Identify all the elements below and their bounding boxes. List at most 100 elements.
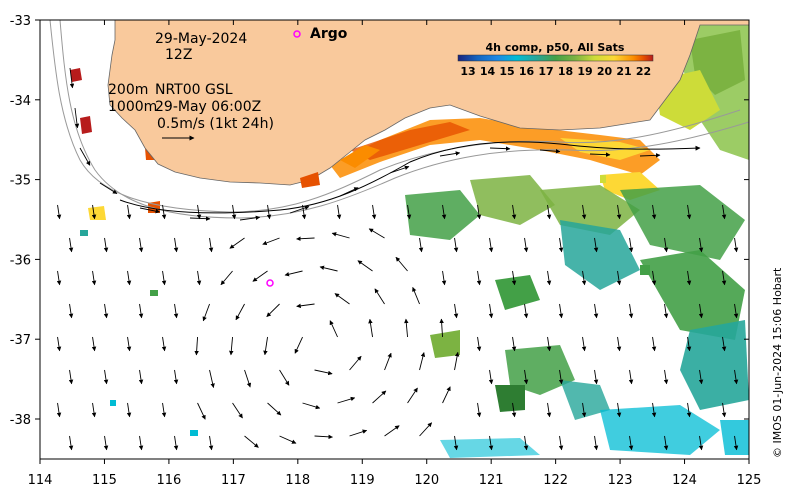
current-vector	[161, 270, 167, 286]
current-vector	[663, 435, 669, 451]
current-vector	[546, 204, 552, 220]
current-vector	[511, 402, 517, 418]
current-vector	[231, 204, 237, 220]
current-vector	[284, 270, 303, 277]
y-tick-label: -34	[10, 94, 31, 109]
current-vector	[628, 237, 634, 253]
current-vector	[616, 402, 622, 418]
depth-1000-label: 1000m	[108, 99, 157, 115]
current-vector	[546, 402, 552, 418]
current-vector	[558, 303, 564, 319]
product-label: NRT00 GSL	[155, 82, 233, 98]
current-vector	[126, 270, 132, 286]
current-vector	[406, 204, 412, 220]
x-tick-label: 125	[737, 473, 762, 488]
current-vector	[91, 204, 97, 220]
current-vector	[698, 435, 704, 451]
current-vector	[337, 396, 356, 404]
colorbar-tick-label: 19	[577, 65, 592, 78]
x-axis: 114 115 116 117 118 119 120 121 122 123 124 125	[28, 20, 762, 488]
current-vector	[244, 369, 252, 388]
current-vector	[489, 146, 511, 151]
current-vector	[173, 369, 179, 385]
colorbar-tick-label: 21	[616, 65, 631, 78]
current-vector	[628, 369, 634, 385]
current-vector	[651, 270, 657, 286]
current-vector	[161, 402, 167, 418]
current-vector	[202, 303, 210, 322]
colorbar-tick-label: 17	[538, 65, 553, 78]
leeuwin-current-streamline	[119, 141, 701, 214]
current-vector	[651, 204, 657, 220]
colorbar-tick-label: 15	[499, 65, 514, 78]
current-vector	[68, 237, 74, 253]
current-vector	[126, 402, 132, 418]
current-vector	[56, 402, 62, 418]
current-vector	[721, 270, 727, 286]
x-tick-label: 120	[414, 473, 439, 488]
current-vector	[488, 369, 494, 385]
current-vector	[239, 215, 261, 221]
current-vector	[511, 204, 517, 220]
depth-200-label: 200m	[108, 82, 148, 98]
argo-legend-label: Argo	[310, 26, 348, 42]
argo-float-marker[interactable]	[266, 279, 274, 287]
x-tick-label: 114	[28, 473, 53, 488]
current-vector	[539, 149, 561, 154]
current-vector	[56, 270, 62, 286]
current-vector	[733, 237, 739, 253]
current-vector	[91, 336, 97, 352]
current-vector	[279, 369, 290, 386]
current-vector	[68, 369, 74, 385]
x-tick-label: 118	[285, 473, 310, 488]
current-vector	[663, 369, 669, 385]
current-vector	[244, 435, 259, 448]
y-tick-label: -37	[10, 333, 31, 348]
colorbar-tick-label: 18	[558, 65, 573, 78]
current-vector	[698, 369, 704, 385]
x-tick-label: 123	[608, 473, 633, 488]
current-vector	[56, 336, 62, 352]
current-vector	[476, 270, 482, 286]
current-vector	[138, 237, 144, 253]
current-vector	[419, 422, 433, 437]
product-time-label: 29-May 06:00Z	[155, 99, 261, 115]
current-vector	[439, 318, 444, 338]
current-vector	[454, 351, 460, 371]
current-vector	[371, 204, 377, 220]
current-vector	[523, 303, 529, 319]
current-vector	[161, 336, 167, 352]
current-vector	[314, 369, 333, 376]
current-vector	[229, 237, 245, 249]
current-vector	[296, 236, 315, 241]
current-vector	[581, 204, 587, 220]
current-vector	[663, 237, 669, 253]
current-vector	[733, 435, 739, 451]
current-vector	[126, 336, 132, 352]
current-vector	[69, 67, 75, 89]
current-vector	[79, 147, 91, 166]
scale-label: 0.5m/s (1kt 24h)	[157, 116, 274, 132]
x-tick-label: 121	[479, 473, 504, 488]
current-vector	[374, 288, 385, 305]
colorbar-tick-label: 16	[519, 65, 535, 78]
current-vector	[651, 336, 657, 352]
current-vector	[488, 303, 494, 319]
current-vector	[334, 293, 350, 305]
time-label: 12Z	[165, 47, 192, 63]
current-vector	[357, 260, 373, 272]
current-vector	[196, 204, 202, 220]
current-vector	[441, 270, 447, 286]
colorbar-title: 4h comp, p50, All Sats	[486, 41, 625, 54]
y-tick-label: -38	[10, 413, 31, 428]
current-vector	[368, 228, 385, 239]
credit-label: © IMOS 01-Jun-2024 15:06 Hobart	[771, 267, 784, 458]
current-vector	[546, 270, 552, 286]
current-vector	[220, 270, 233, 286]
current-vector	[628, 435, 634, 451]
colorbar-tick-label: 20	[597, 65, 613, 78]
sst-patches	[70, 25, 749, 458]
current-vector	[336, 204, 342, 220]
current-vector	[686, 402, 692, 418]
current-vector	[235, 303, 245, 321]
